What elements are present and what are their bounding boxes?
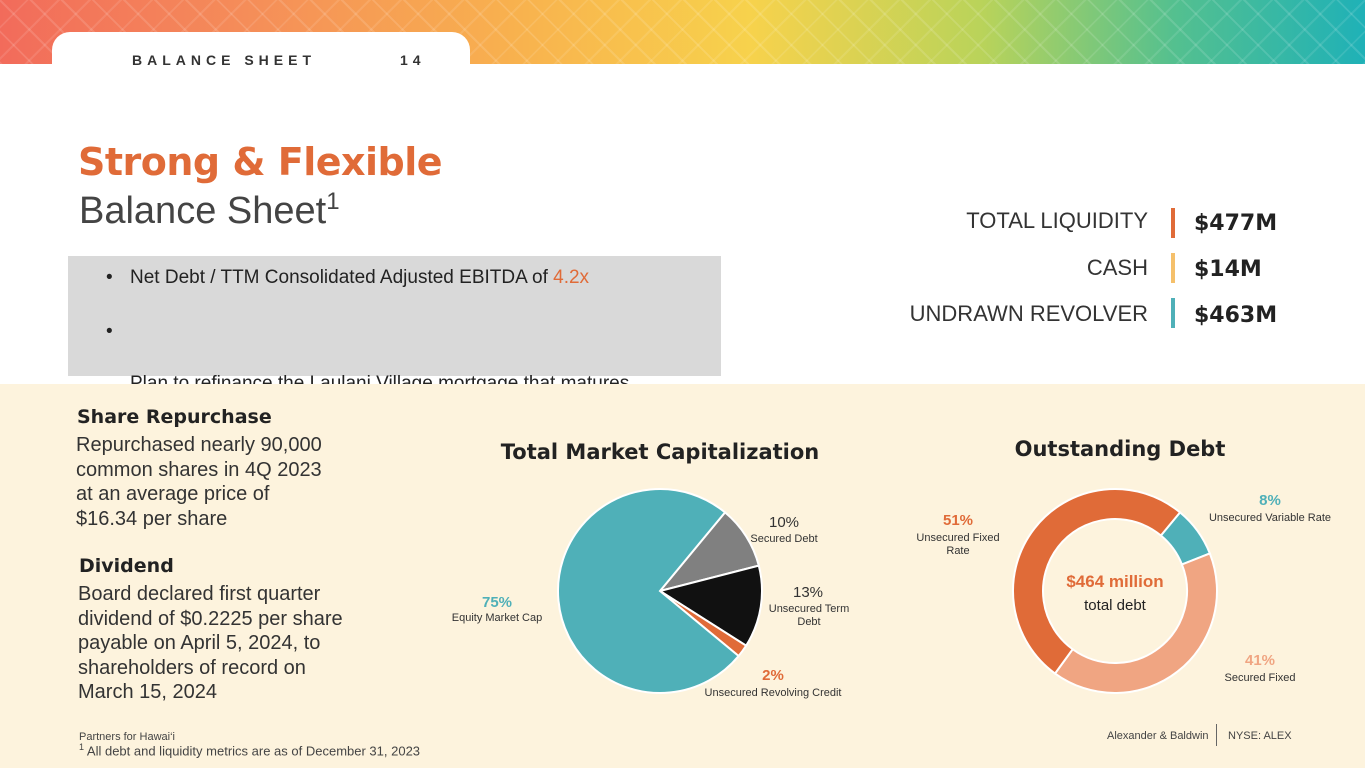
equity-pct-label: 75% (481, 594, 513, 611)
bullet-item: • Net Debt / TTM Consolidated Adjusted E… (106, 265, 590, 291)
liquidity-value: $477M (1194, 211, 1278, 236)
header-tab (52, 32, 470, 84)
revolver-value: $463M (1194, 303, 1278, 328)
unsecured-fixed-pct-label: 51% (942, 512, 974, 529)
secured-debt-pct-label: 10% (768, 514, 800, 531)
term-debt-pct-label: 13% (792, 584, 824, 601)
donut-slice-secured-fixed (1053, 552, 1218, 694)
unsecured-fixed-name-label: Unsecured Fixed Rate (916, 532, 1000, 557)
variable-rate-pct-label: 8% (1259, 492, 1281, 509)
liquidity-label: TOTAL LIQUIDITY (966, 208, 1148, 233)
ticker: NYSE: ALEX (1228, 730, 1292, 742)
cash-value: $14M (1194, 257, 1262, 282)
footnote-text: All debt and liquidity metrics are as of… (84, 743, 421, 759)
cash-bar (1171, 253, 1175, 283)
bullet-highlight: 4.2x (553, 267, 590, 288)
secured-fixed-pct-label: 41% (1244, 652, 1276, 669)
dividend-text: Board declared first quarter dividend of… (78, 583, 343, 703)
bullet-dot: • (106, 321, 113, 342)
revolving-pct-label: 2% (762, 667, 784, 684)
bullet-dot: • (106, 267, 113, 288)
revolver-label: UNDRAWN REVOLVER (909, 301, 1148, 326)
section-label: BALANCE SHEET (132, 52, 317, 68)
share-repurchase-heading: Share Repurchase (77, 406, 272, 428)
secured-debt-name-label: Secured Debt (750, 533, 818, 545)
footer-tagline: Partners for Hawai‘i (79, 731, 175, 743)
bullet-text: Net Debt / TTM Consolidated Adjusted EBI… (130, 267, 554, 288)
total-debt-label: total debt (1084, 597, 1146, 614)
secured-fixed-name-label: Secured Fixed (1224, 672, 1296, 684)
title-line2-text: Balance Sheet (79, 190, 327, 232)
variable-rate-name-label: Unsecured Variable Rate (1208, 512, 1332, 524)
outstanding-debt-chart-title: Outstanding Debt (1014, 437, 1226, 461)
footnote: 1 All debt and liquidity metrics are as … (79, 742, 420, 758)
company-name: Alexander & Baldwin (1107, 730, 1209, 742)
footer-divider (1216, 724, 1217, 746)
equity-name-label: Equity Market Cap (451, 612, 543, 624)
revolver-bar (1171, 298, 1175, 328)
total-debt-value: $464 million (1066, 572, 1164, 591)
pie-slice-unsecured-term-debt (657, 564, 763, 648)
liquidity-bar (1171, 208, 1175, 238)
revolving-name-label: Unsecured Revolving Credit (704, 687, 842, 699)
highlights-box: • Net Debt / TTM Consolidated Adjusted E… (68, 256, 721, 420)
pie-slice-equity-market-cap (557, 488, 741, 694)
market-cap-chart-title: Total Market Capitalization (500, 440, 820, 464)
footnote-mark: 1 (79, 742, 85, 752)
title-line1: Strong & Flexible (78, 140, 443, 184)
donut-slice-unsecured-fixed-rate (1012, 488, 1182, 675)
share-repurchase-text: Repurchased nearly 90,000 common shares … (76, 434, 322, 530)
title-line2: Balance Sheet1 (79, 188, 340, 233)
dividend-heading: Dividend (79, 555, 174, 577)
page-number: 14 (400, 52, 426, 68)
title-footnote-mark: 1 (326, 188, 340, 215)
term-debt-name-label: Unsecured Term Debt (768, 603, 850, 628)
cash-label: CASH (1086, 255, 1148, 280)
